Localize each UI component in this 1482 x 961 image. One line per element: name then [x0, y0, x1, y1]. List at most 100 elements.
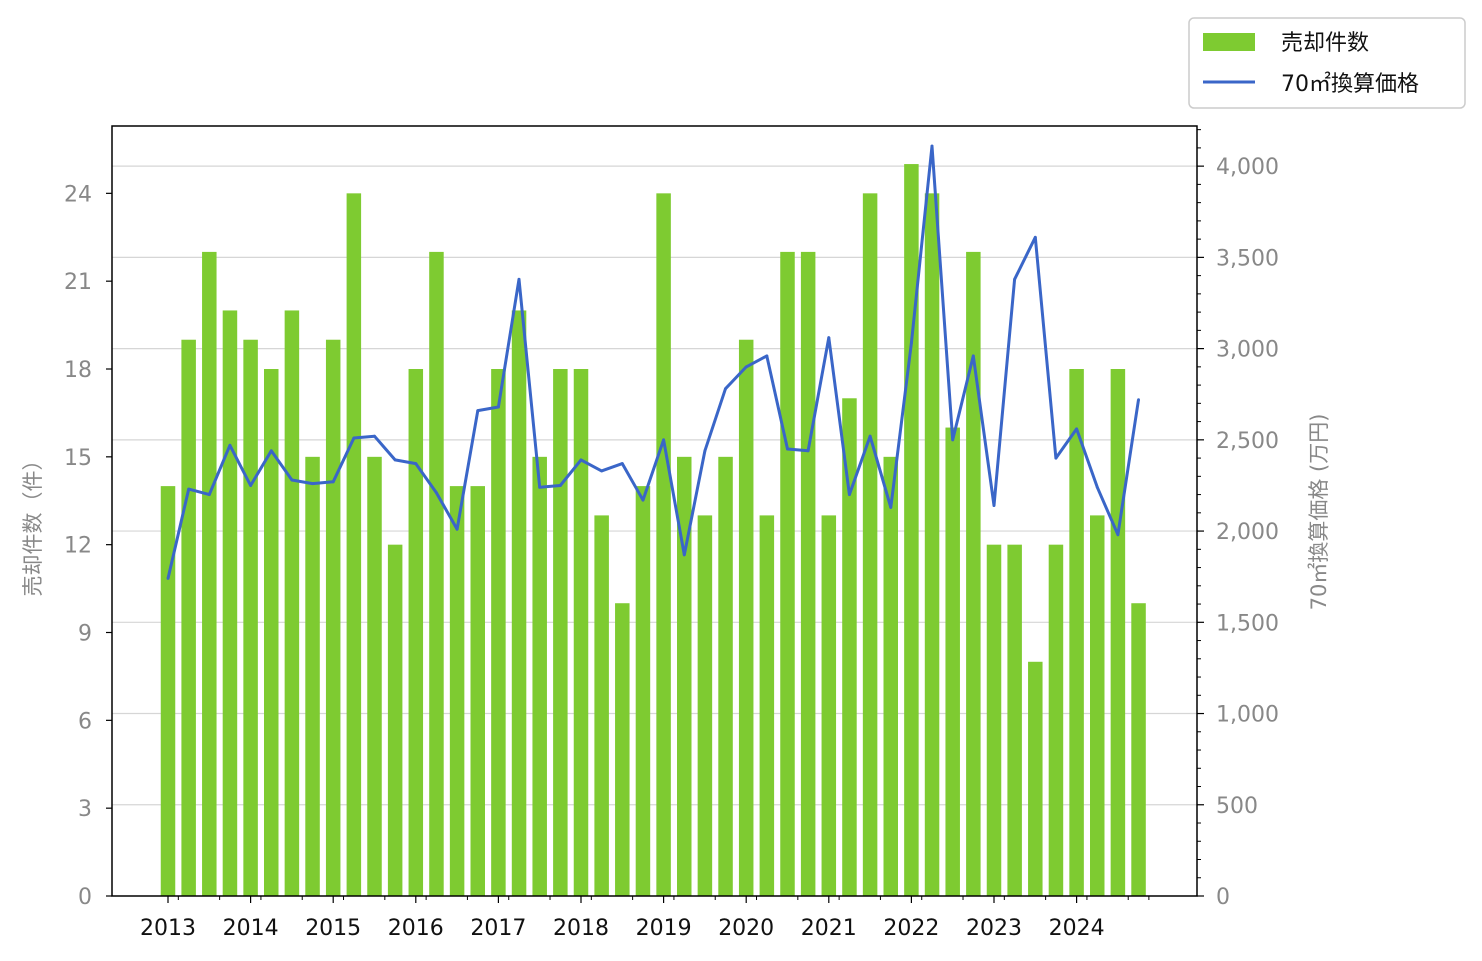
bar-47	[1131, 603, 1146, 896]
right-axis-title: 70㎡換算価格 (万円)	[1307, 414, 1331, 611]
bar-2	[202, 251, 217, 896]
x-tick-label-11: 2024	[1049, 916, 1105, 941]
price-point-3	[228, 443, 232, 447]
legend-bar-label: 売却件数	[1281, 31, 1369, 56]
price-point-45	[1095, 485, 1099, 489]
x-axis: 2013 2014 2015 2016 2017 2018 2019 2020 2021 2022…	[140, 896, 1150, 941]
price-point-0	[166, 577, 170, 580]
bar-23	[635, 486, 651, 896]
bar-6	[284, 310, 300, 896]
right-tick-label-4: 2,000	[1216, 520, 1279, 545]
price-point-26	[703, 449, 707, 453]
right-tick-label-1: 500	[1216, 794, 1258, 819]
price-point-5	[269, 449, 273, 453]
x-tick-label-2: 2015	[305, 916, 361, 941]
x-tick-label-10: 2023	[966, 916, 1022, 941]
x-tick-label-5: 2018	[553, 916, 609, 941]
left-tick-label-3: 9	[78, 622, 92, 647]
bar-16	[491, 369, 506, 897]
bar-8	[325, 339, 341, 897]
price-point-4	[249, 484, 253, 487]
legend: 売却件数 70㎡換算価格	[1188, 17, 1466, 109]
price-point-1	[187, 487, 191, 491]
price-point-8	[331, 480, 335, 484]
bar-13	[429, 251, 444, 896]
x-tick-label-9: 2022	[883, 916, 939, 941]
x-tick-label-0: 2013	[140, 916, 196, 941]
price-point-10	[373, 434, 376, 438]
bar-series	[160, 164, 1146, 897]
bar-12	[408, 369, 424, 897]
bar-15	[470, 486, 485, 896]
right-axis: 0 500 1,000 1,500 2,000 2,500 3,000 3,500 4,000	[1197, 129, 1279, 910]
price-point-35	[889, 505, 893, 509]
price-point-38	[951, 438, 955, 442]
price-point-40	[992, 504, 996, 507]
price-point-34	[868, 434, 872, 438]
right-tick-label-7: 3,500	[1216, 246, 1279, 271]
bar-7	[305, 456, 320, 896]
bar-44	[1069, 369, 1084, 897]
price-point-28	[744, 365, 748, 369]
bar-31	[800, 251, 816, 896]
bar-26	[697, 515, 713, 896]
bar-32	[821, 515, 837, 896]
price-point-18	[538, 485, 542, 489]
left-tick-label-4: 12	[64, 534, 92, 559]
price-line	[166, 144, 1140, 579]
bar-34	[862, 193, 878, 897]
price-point-36	[910, 341, 913, 345]
bar-27	[718, 456, 733, 896]
price-point-44	[1075, 427, 1078, 431]
price-point-30	[786, 447, 789, 451]
price-point-7	[311, 482, 314, 486]
bar-41	[1007, 544, 1022, 896]
left-tick-label-1: 3	[78, 797, 92, 822]
price-point-25	[682, 553, 686, 557]
price-point-24	[662, 438, 665, 442]
x-tick-label-1: 2014	[223, 916, 279, 941]
price-point-46	[1116, 533, 1120, 537]
legend-bar-swatch	[1203, 33, 1255, 51]
bar-9	[346, 193, 362, 897]
price-point-29	[765, 354, 769, 358]
price-point-2	[207, 493, 211, 496]
bar-38	[945, 427, 960, 896]
bar-21	[594, 515, 609, 896]
bar-10	[367, 456, 382, 896]
price-point-11	[393, 458, 397, 462]
price-point-39	[971, 354, 975, 358]
bar-35	[883, 456, 898, 896]
left-tick-label-6: 18	[64, 358, 92, 383]
price-point-42	[1033, 235, 1037, 239]
x-tick-label-8: 2021	[801, 916, 857, 941]
bar-11	[387, 544, 403, 896]
bar-18	[532, 456, 547, 896]
price-point-13	[435, 491, 438, 495]
bar-20	[573, 369, 589, 897]
price-point-14	[455, 527, 459, 531]
price-point-43	[1054, 456, 1058, 460]
bar-42	[1028, 661, 1043, 896]
x-tick-label-4: 2017	[470, 916, 526, 941]
left-axis-title: 売却件数（件）	[21, 450, 45, 597]
price-point-37	[930, 144, 934, 148]
price-point-47	[1137, 398, 1140, 402]
legend-line-label: 70㎡換算価格	[1281, 71, 1419, 97]
bar-33	[842, 398, 857, 896]
bar-39	[966, 251, 981, 896]
right-tick-label-8: 4,000	[1216, 155, 1279, 180]
left-tick-label-2: 6	[78, 709, 92, 734]
bar-0	[160, 486, 176, 896]
left-tick-label-7: 21	[64, 270, 92, 295]
bar-30	[780, 251, 795, 896]
bar-40	[986, 544, 1002, 896]
bar-43	[1048, 544, 1064, 896]
bar-22	[615, 603, 630, 896]
price-point-21	[600, 469, 604, 473]
bar-5	[264, 369, 279, 897]
price-point-22	[620, 462, 624, 465]
left-tick-label-8: 24	[64, 182, 92, 207]
bar-1	[181, 339, 196, 897]
